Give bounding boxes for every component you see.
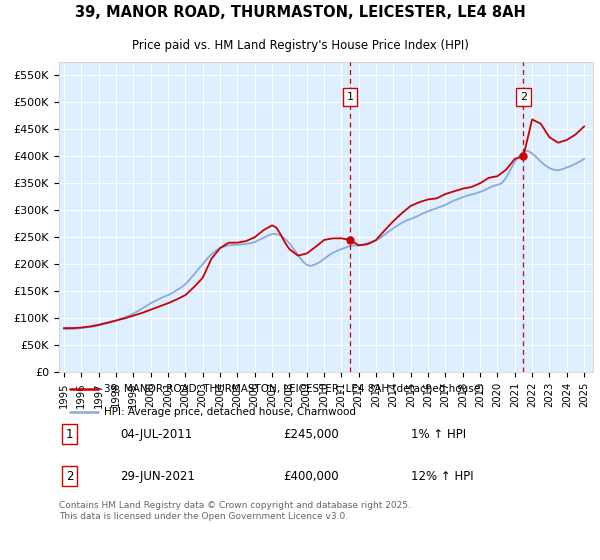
Text: 1: 1 bbox=[66, 428, 73, 441]
Text: 29-JUN-2021: 29-JUN-2021 bbox=[120, 470, 195, 483]
Text: 12% ↑ HPI: 12% ↑ HPI bbox=[411, 470, 474, 483]
Text: 1% ↑ HPI: 1% ↑ HPI bbox=[411, 428, 466, 441]
Text: £245,000: £245,000 bbox=[283, 428, 339, 441]
Text: 1: 1 bbox=[347, 92, 353, 102]
Text: 39, MANOR ROAD, THURMASTON, LEICESTER, LE4 8AH (detached house): 39, MANOR ROAD, THURMASTON, LEICESTER, L… bbox=[104, 384, 484, 394]
Text: 2: 2 bbox=[66, 470, 73, 483]
Text: £400,000: £400,000 bbox=[283, 470, 339, 483]
Text: Contains HM Land Registry data © Crown copyright and database right 2025.
This d: Contains HM Land Registry data © Crown c… bbox=[59, 501, 410, 521]
Text: 2: 2 bbox=[520, 92, 527, 102]
Text: Price paid vs. HM Land Registry's House Price Index (HPI): Price paid vs. HM Land Registry's House … bbox=[131, 39, 469, 53]
Text: 04-JUL-2011: 04-JUL-2011 bbox=[120, 428, 193, 441]
Text: 39, MANOR ROAD, THURMASTON, LEICESTER, LE4 8AH: 39, MANOR ROAD, THURMASTON, LEICESTER, L… bbox=[74, 6, 526, 20]
Text: HPI: Average price, detached house, Charnwood: HPI: Average price, detached house, Char… bbox=[104, 407, 356, 417]
